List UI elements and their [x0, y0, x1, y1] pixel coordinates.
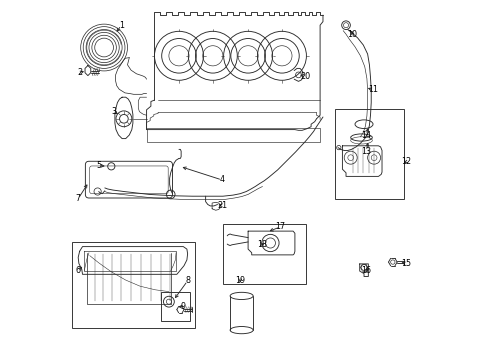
Bar: [161, 292, 189, 321]
Text: 10: 10: [347, 30, 357, 39]
Bar: [223, 224, 306, 284]
Text: 6: 6: [76, 266, 81, 275]
Text: 21: 21: [217, 201, 227, 210]
Text: 7: 7: [76, 194, 81, 203]
Bar: [72, 242, 194, 328]
Text: 1: 1: [119, 21, 123, 30]
Text: 16: 16: [361, 266, 370, 275]
Bar: [146, 128, 320, 142]
Text: 11: 11: [367, 85, 378, 94]
Text: 5: 5: [96, 161, 101, 170]
Text: 15: 15: [400, 259, 410, 268]
Text: 19: 19: [235, 276, 245, 285]
Text: 20: 20: [299, 72, 309, 81]
Text: 13: 13: [361, 147, 370, 156]
Text: 18: 18: [256, 240, 266, 248]
Text: 8: 8: [185, 276, 190, 285]
Text: 4: 4: [219, 175, 224, 184]
Text: 2: 2: [77, 68, 82, 77]
Text: 17: 17: [275, 222, 285, 231]
Bar: [335, 109, 403, 199]
Text: 9: 9: [181, 302, 185, 311]
Text: 12: 12: [400, 157, 410, 166]
Text: 3: 3: [111, 107, 117, 116]
Text: 14: 14: [361, 130, 370, 139]
